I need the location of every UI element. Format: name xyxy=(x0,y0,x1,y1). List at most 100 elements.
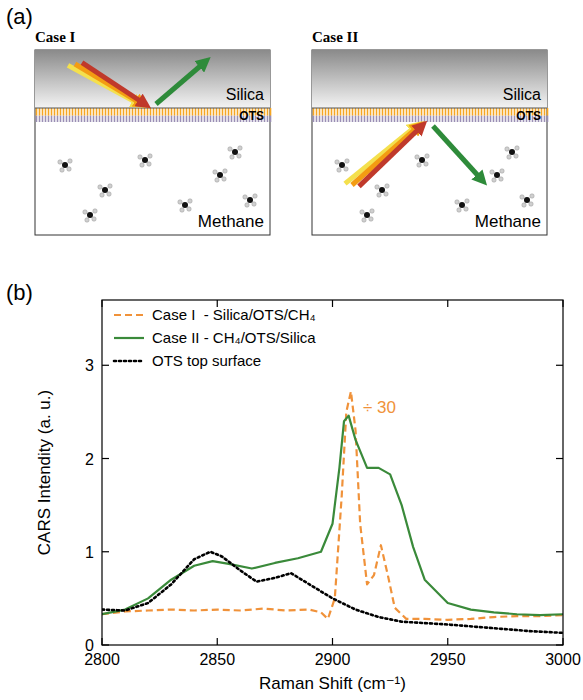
ots-chain xyxy=(343,108,345,116)
ots-tail xyxy=(105,116,107,122)
ots-tail xyxy=(361,116,363,122)
ots-chain xyxy=(496,108,498,116)
ots-chain xyxy=(403,108,405,116)
ots-tail xyxy=(547,116,549,122)
ots-chain xyxy=(36,108,38,116)
ots-chain xyxy=(382,108,384,116)
ots-chain xyxy=(168,108,170,116)
hydrogen xyxy=(68,159,72,163)
ots-chain xyxy=(340,108,342,116)
ots-tail xyxy=(183,116,185,122)
x-tick xyxy=(332,638,333,645)
ots-chain xyxy=(57,108,59,116)
ots-tail xyxy=(490,116,492,122)
case-diagram: Case ISilicaOTSMethane xyxy=(35,29,271,235)
hydrogen xyxy=(465,199,469,203)
ots-tail xyxy=(162,116,164,122)
carbon xyxy=(494,172,500,178)
ots-chain xyxy=(346,108,348,116)
ots-chain xyxy=(445,108,447,116)
ots-chain xyxy=(228,108,230,116)
ots-tail xyxy=(108,116,110,122)
hydrogen xyxy=(93,209,97,213)
ots-tail xyxy=(385,116,387,122)
interface xyxy=(35,108,270,109)
ots-tail xyxy=(394,116,396,122)
legend-label: Case II - CH₄/OTS/Silica xyxy=(152,329,316,346)
ots-chain xyxy=(69,108,71,116)
ots-chain xyxy=(442,108,444,116)
ots-tail xyxy=(331,116,333,122)
ots-tail xyxy=(63,116,65,122)
ots-tail xyxy=(222,116,224,122)
ots-chain xyxy=(147,108,149,116)
plot-frame xyxy=(102,300,563,645)
ots-tail xyxy=(186,116,188,122)
series-line xyxy=(102,552,563,633)
ots-tail xyxy=(96,116,98,122)
hydrogen xyxy=(522,203,526,207)
ots-chain xyxy=(204,108,206,116)
carbon xyxy=(419,157,425,163)
ots-tail xyxy=(508,116,510,122)
ots-chain xyxy=(174,108,176,116)
hydrogen xyxy=(215,178,219,182)
incident-beam xyxy=(82,63,145,104)
ots-tail xyxy=(111,116,113,122)
carbon xyxy=(102,187,108,193)
ots-tail xyxy=(421,116,423,122)
hydrogen xyxy=(140,163,144,167)
ots-chain xyxy=(207,108,209,116)
ots-tail xyxy=(84,116,86,122)
hydrogen xyxy=(100,193,104,197)
ots-chain xyxy=(547,108,549,116)
carbon xyxy=(524,197,530,203)
ots-tail xyxy=(379,116,381,122)
ots-tail xyxy=(382,116,384,122)
ots-tail xyxy=(120,116,122,122)
ots-chain xyxy=(153,108,155,116)
ots-tail xyxy=(448,116,450,122)
ots-chain xyxy=(391,108,393,116)
ots-chain xyxy=(415,108,417,116)
ots-chain xyxy=(514,108,516,116)
hydrogen xyxy=(228,147,232,151)
legend-swatch xyxy=(114,337,144,339)
ots-tail xyxy=(204,116,206,122)
ots-tail xyxy=(478,116,480,122)
ots-chain xyxy=(54,108,56,116)
ots-chain xyxy=(370,108,372,116)
ots-tail xyxy=(39,116,41,122)
hydrogen xyxy=(384,192,388,196)
hydrogen xyxy=(337,168,341,172)
ots-chain xyxy=(216,108,218,116)
ots-tail xyxy=(171,116,173,122)
interface xyxy=(312,108,547,109)
case-diagram: Case IISilicaOTSMethane xyxy=(312,29,548,235)
hydrogen xyxy=(237,154,241,158)
ots-tail xyxy=(463,116,465,122)
ots-tail xyxy=(81,116,83,122)
signal-beam xyxy=(156,62,205,104)
ots-chain xyxy=(129,108,131,116)
ots-chain xyxy=(337,108,339,116)
hydrogen xyxy=(455,200,459,204)
ots-chain xyxy=(105,108,107,116)
x-tick-label: 2850 xyxy=(199,651,235,668)
ots-tail xyxy=(150,116,152,122)
ots-tail xyxy=(493,116,495,122)
ots-tail xyxy=(219,116,221,122)
ots-chain xyxy=(120,108,122,116)
hydrogen xyxy=(424,162,428,166)
carbon xyxy=(364,212,370,218)
hydrogen xyxy=(425,154,429,158)
ots-tail xyxy=(511,116,513,122)
ots-tail xyxy=(174,116,176,122)
hydrogen xyxy=(335,160,339,164)
ots-tail xyxy=(403,116,405,122)
y-tick-label: 0 xyxy=(85,637,94,654)
ots-chain xyxy=(325,108,327,116)
hydrogen xyxy=(148,154,152,158)
ots-tail xyxy=(391,116,393,122)
ots-tail xyxy=(75,116,77,122)
